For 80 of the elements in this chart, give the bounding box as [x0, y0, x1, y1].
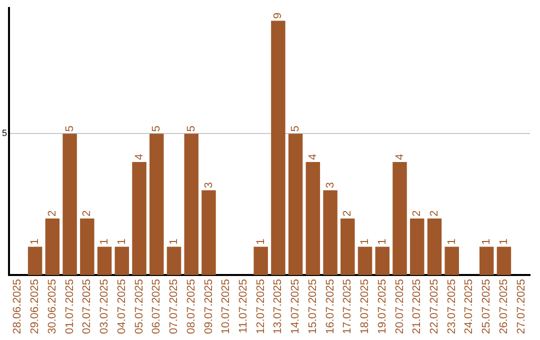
data-label: 4	[394, 154, 406, 160]
bar	[114, 246, 130, 275]
data-label: 1	[359, 238, 372, 245]
x-tick-label: 12.07.2025	[254, 278, 267, 334]
x-tick-label: 18.07.2025	[359, 278, 372, 334]
bar	[150, 134, 164, 275]
x-tick-label: 05.07.2025	[133, 278, 146, 334]
x-tick-label: 25.07.2025	[480, 278, 493, 334]
x-tick-label: 01.07.2025	[64, 278, 76, 334]
bar	[97, 246, 112, 275]
bar	[375, 246, 390, 275]
x-tick-label: 10.07.2025	[220, 278, 232, 334]
data-label: 5	[290, 126, 302, 132]
bar	[358, 246, 372, 275]
data-label: 9	[272, 12, 284, 19]
data-label: 2	[342, 210, 354, 216]
data-label: 5	[185, 126, 198, 132]
bar	[427, 218, 442, 275]
bar	[184, 134, 198, 275]
data-label: 5	[150, 126, 163, 132]
bar	[288, 134, 303, 275]
x-tick-label: 04.07.2025	[116, 278, 128, 334]
data-label: 2	[428, 210, 441, 216]
bar	[28, 246, 42, 275]
x-tick-label: 08.07.2025	[185, 278, 198, 334]
bar	[306, 162, 320, 275]
bar	[392, 162, 407, 275]
bar	[166, 246, 182, 275]
x-tick-label: 15.07.2025	[306, 278, 319, 334]
x-tick-label: 06.07.2025	[150, 278, 163, 334]
x-tick-label: 16.07.2025	[324, 278, 336, 334]
bar	[254, 246, 268, 275]
x-tick-label: 23.07.2025	[446, 278, 458, 334]
bar	[496, 246, 512, 275]
x-tick-label: 22.07.2025	[428, 278, 441, 334]
data-label: 1	[376, 238, 388, 245]
bar	[323, 190, 338, 275]
bar	[45, 218, 60, 275]
x-tick-label: 30.06.2025	[46, 278, 58, 334]
data-label: 1	[498, 238, 510, 245]
x-tick-label: 20.07.2025	[394, 278, 406, 334]
x-tick-label: 24.07.2025	[463, 278, 476, 334]
data-label: 1	[254, 238, 267, 245]
x-tick-label: 02.07.2025	[81, 278, 94, 334]
data-label: 3	[202, 182, 215, 188]
x-tick-label: 13.07.2025	[272, 278, 284, 334]
x-tick-label: 09.07.2025	[202, 278, 215, 334]
x-tick-label: 17.07.2025	[342, 278, 354, 334]
data-label: 1	[116, 238, 128, 245]
data-label: 1	[29, 238, 42, 245]
data-label: 1	[446, 238, 458, 245]
x-tick-label: 07.07.2025	[168, 278, 180, 334]
bar	[340, 218, 355, 275]
data-label: 1	[168, 238, 180, 245]
x-tick-label: 27.07.2025	[515, 278, 528, 334]
x-tick-label: 03.07.2025	[98, 278, 111, 334]
data-label: 2	[46, 210, 58, 216]
x-tick-label: 14.07.2025	[290, 278, 302, 334]
data-label: 5	[64, 126, 76, 132]
bar	[271, 20, 286, 275]
data-label: 4	[306, 154, 319, 160]
x-tick-label: 11.07.2025	[237, 278, 250, 334]
bar	[444, 246, 459, 275]
bar	[62, 134, 77, 275]
bar	[80, 218, 94, 275]
data-label: 2	[81, 210, 94, 216]
x-tick-label: 19.07.2025	[376, 278, 388, 334]
x-tick-label: 28.06.2025	[12, 278, 24, 334]
bar	[202, 190, 216, 275]
data-label: 2	[411, 210, 424, 216]
data-label: 3	[324, 182, 336, 188]
x-tick-label: 21.07.2025	[411, 278, 424, 334]
bar	[479, 246, 494, 275]
bar	[410, 218, 424, 275]
bar	[132, 162, 146, 275]
data-label: 1	[480, 238, 493, 245]
x-tick-label: 26.07.2025	[498, 278, 510, 334]
x-tick-label: 29.06.2025	[29, 278, 42, 334]
data-label: 1	[98, 238, 111, 245]
data-label: 4	[133, 154, 146, 160]
